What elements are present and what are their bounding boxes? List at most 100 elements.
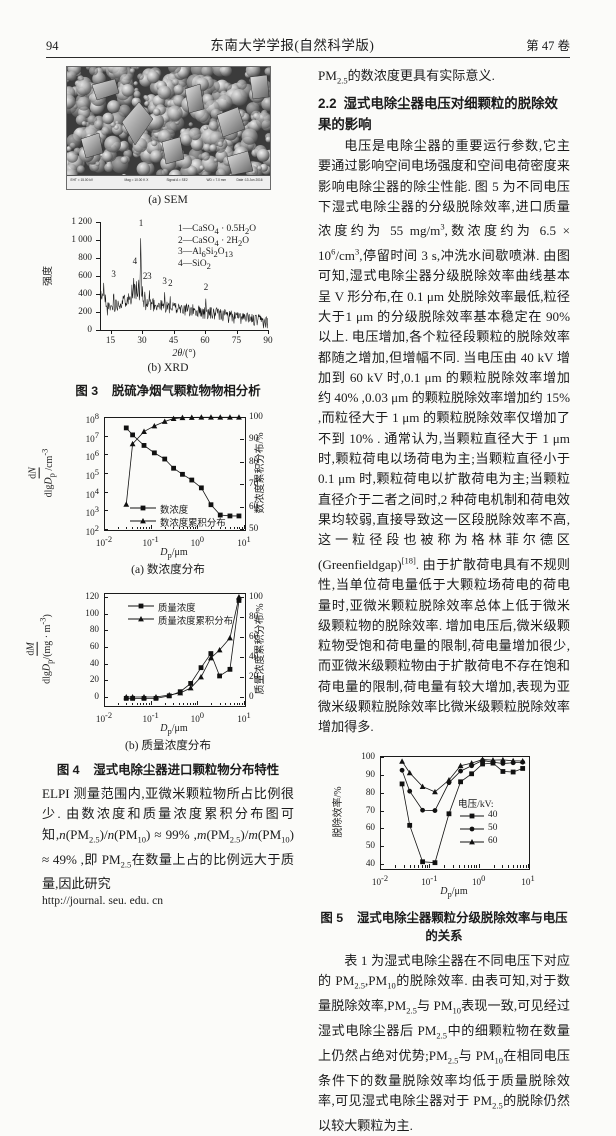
eff-xtick-minor (508, 865, 510, 868)
xrd-spectrum (99, 238, 268, 329)
num-xtick-minor (219, 526, 221, 529)
xrd-ytick-label: 1 000 (71, 234, 92, 244)
num-ytick (104, 417, 108, 418)
eff-xtick-minor (520, 865, 522, 868)
mass-legend-marker-0 (128, 603, 154, 609)
figure-4a-subcaption: (a) 数浓度分布 (131, 563, 205, 576)
xrd-peak-label-1: 4 (132, 255, 138, 266)
grade-efficiency-chart: 10-2 10-1 100 101 40 50 60 70 80 90 100 脱除效率/% Dp/μm… (318, 744, 570, 902)
mass-ytick-label: 20 (89, 674, 99, 685)
mass-xtick-minor (143, 702, 145, 705)
eff-xtick-minor (421, 865, 423, 868)
page-header: 94 东南大学学报(自然科学版) 第 47 卷 (46, 34, 570, 54)
sem-bar-label-5: Date :13 Jun 2016 (236, 178, 263, 182)
xrd-xtick (173, 330, 175, 334)
mass-xtick-minor (239, 702, 241, 705)
xrd-xtick (205, 330, 206, 334)
header-divider (46, 57, 570, 58)
xrd-ytick-label: 800 (78, 252, 92, 262)
mass-xtick-minor (164, 702, 166, 705)
eff-xtick-minor (427, 865, 429, 868)
num-ytick (104, 529, 108, 530)
eff-series-0 (399, 760, 526, 865)
num-xtick-label: 101 (237, 534, 251, 549)
mass-series (123, 594, 242, 701)
num-xtick-minor (241, 526, 243, 529)
mass-concentration-chart: 10-2 10-1 100 101 0 20 40 60 80 100 120 0 20 40 60 80 10… (26, 583, 294, 736)
eff-xtick (429, 863, 431, 868)
journal-page: 94 东南大学学报(自然科学版) 第 47 卷 (26, 34, 570, 1133)
xrd-ytick (96, 240, 100, 241)
eff-xtick-minor (523, 865, 525, 868)
eff-ytick-label: 40 (365, 858, 375, 869)
num-ytick (104, 473, 108, 474)
mass-ytick-right (240, 617, 244, 618)
num-ytick-right (240, 529, 244, 530)
mass-xtick (244, 701, 245, 705)
right-top-paragraph: PM2.5的数浓度更具有实际意义. (318, 66, 570, 91)
mass-xtick-minor (211, 702, 213, 705)
mass-xtick-minor (225, 702, 227, 705)
mass-legend-marker-1 (128, 616, 154, 622)
mass-ytick-right-label: 0 (249, 691, 254, 701)
mass-xtick-label: 10-2 (95, 710, 113, 725)
eff-xtick-minor (502, 865, 504, 868)
eff-axes (380, 755, 530, 870)
xrd-legend-entry-3: 3—Al6Si2O13 (178, 247, 234, 259)
xrd-peak-label-4: 3 (147, 271, 152, 282)
num-legend-label-1: 数浓度累积分布 (160, 519, 226, 529)
mass-ytick-right-label: 40 (249, 651, 259, 661)
eff-legend-marker-2 (460, 838, 484, 844)
mass-ytick-label: 60 (89, 640, 99, 651)
xrd-xtick-label: 30 (137, 335, 147, 345)
mass-xtick (197, 701, 199, 705)
mass-ytick (104, 696, 108, 698)
num-xtick-minor (195, 526, 197, 529)
xrd-peak-label-2: 3 (111, 269, 116, 280)
eff-xtick-minor (418, 865, 420, 868)
mass-xtick-minor (192, 702, 194, 705)
mass-axes (104, 593, 246, 707)
xrd-xtick (268, 330, 269, 334)
xrd-xtick-label: 45 (168, 335, 179, 345)
right-paragraph-1: 电压是电除尘器的重要运行参数,它主要通过影响空间电场强度和空间电荷密度来影响电除… (318, 136, 570, 738)
left-tail-n1: n (59, 826, 66, 842)
num-xtick-minor (236, 526, 238, 529)
mass-xtick-minor (186, 702, 188, 705)
left-tail-text-2: (PM2.5)/ (65, 826, 108, 845)
num-ytick-right-label: 70 (249, 478, 259, 489)
section-title: 湿式电除尘器电压对细颗粒的脱除效果的影响 (318, 95, 558, 132)
figure-5: 10-2 10-1 100 101 40 50 60 70 80 90 100 脱除效率/% Dp/μm… (318, 744, 570, 944)
figure-3-caption-number: 图 3 (75, 384, 99, 398)
mass-xtick-minor (132, 702, 134, 705)
volume-label: 第 47 卷 (526, 39, 570, 53)
num-xtick-minor (192, 526, 194, 529)
num-ytick (104, 491, 108, 493)
mass-ytick-label: 80 (89, 624, 99, 635)
mass-xtick-minor (236, 702, 238, 705)
num-ytick-right (240, 484, 244, 486)
xrd-ytick (96, 312, 100, 313)
eff-ytick (380, 828, 384, 830)
num-xtick-minor (118, 526, 120, 529)
xrd-legend-entry-1: 1—CaSO4 · 0.5H2O (178, 224, 257, 236)
mass-xtick-minor (140, 702, 142, 705)
figure-3: EHT = 15.00 kV Mag = 10.00 K X Signal A … (42, 66, 294, 399)
mass-xtick-minor (195, 702, 197, 705)
num-xtick-minor (178, 526, 180, 529)
num-xtick-minor (143, 526, 145, 529)
xrd-ytick (96, 258, 100, 259)
xrd-ytick (96, 276, 100, 277)
eff-xtick-minor (459, 865, 461, 868)
mass-xtick-minor (233, 702, 235, 705)
xrd-xtick-label: 15 (105, 335, 116, 345)
figure-4-caption-number: 图 4 (56, 763, 80, 777)
eff-xtick-minor (452, 865, 454, 868)
mass-ytick-right (240, 657, 244, 658)
num-xtick-minor (239, 526, 241, 529)
num-ytick-label: 102 (85, 523, 99, 538)
mass-xtick-minor (148, 702, 150, 705)
figure-5-caption-text: 湿式电除尘器颗粒分级脱除效率与电压的关系 (356, 910, 568, 943)
eff-xtick-minor (444, 865, 446, 868)
left-tail-text-4: (PM2.5)/ (206, 826, 249, 845)
